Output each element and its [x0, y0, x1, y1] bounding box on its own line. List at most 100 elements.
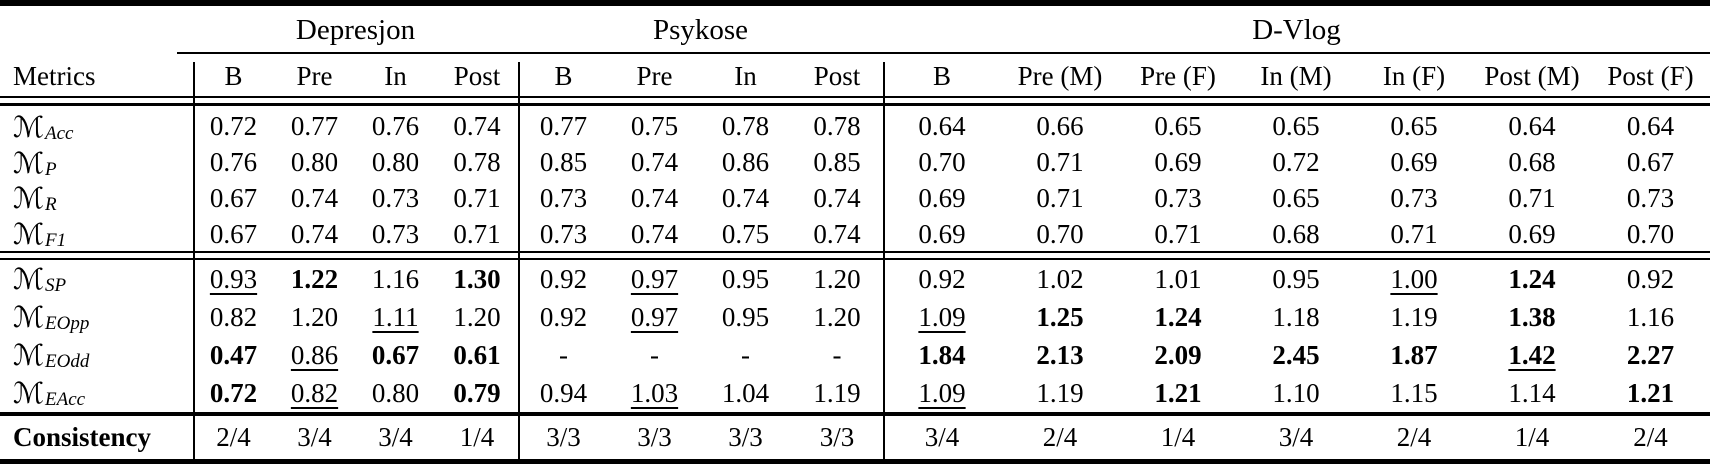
- value-cell: 0.71: [1001, 181, 1119, 217]
- value-text: 0.70: [1626, 218, 1675, 249]
- value-cell: 0.74: [274, 216, 355, 252]
- value-text: 0.74: [630, 218, 679, 249]
- column-header: In (M): [1260, 60, 1332, 91]
- value-text: 1.42: [1508, 339, 1556, 370]
- value-cell: 0.82: [193, 298, 274, 336]
- value-text: 0.68: [1508, 147, 1556, 178]
- value-text: 1.19: [813, 377, 861, 408]
- value-cell: 1.04: [700, 374, 791, 412]
- value-cell: 2.27: [1591, 336, 1710, 374]
- value-cell: 0.93: [193, 260, 274, 298]
- value-text: 0.61: [453, 339, 501, 370]
- column-header: In: [734, 60, 757, 91]
- value-text: 0.85: [539, 147, 588, 178]
- value-cell: -: [609, 336, 700, 374]
- value-text: 1.14: [1508, 377, 1556, 408]
- value-text: 0.86: [721, 147, 770, 178]
- table-row: ℳ EAcc 0.72 0.82 0.80 0.79 0.94 1.03 1.04 1.19 1.0…: [0, 374, 1710, 412]
- value-text: -: [741, 339, 750, 370]
- value-cell: 0.92: [883, 260, 1001, 298]
- rule-below-headers-thin: [0, 96, 1710, 98]
- value-text: 1.09: [918, 377, 966, 408]
- value-text: 0.71: [1390, 218, 1438, 249]
- value-cell: 1.18: [1237, 298, 1355, 336]
- value-cell: 0.86: [700, 145, 791, 181]
- value-text: 1.04: [721, 377, 770, 408]
- value-text: 0.72: [209, 377, 258, 408]
- value-text: 0.71: [453, 182, 501, 213]
- value-cell: 0.73: [355, 181, 436, 217]
- column-header: Post: [453, 60, 501, 91]
- value-cell: 1.19: [1001, 374, 1119, 412]
- consistency-cell: 3/4: [378, 422, 413, 452]
- column-header: Pre (M): [1017, 60, 1103, 91]
- value-text: 0.92: [539, 301, 588, 332]
- value-cell: 1.21: [1591, 374, 1710, 412]
- value-text: 0.75: [721, 218, 770, 249]
- value-cell: 0.71: [1001, 145, 1119, 181]
- value-text: 0.80: [371, 377, 420, 408]
- value-text: 0.74: [630, 147, 679, 178]
- value-cell: 0.74: [609, 145, 700, 181]
- value-cell: 2.13: [1001, 336, 1119, 374]
- value-cell: 0.71: [436, 216, 518, 252]
- value-text: 0.71: [453, 218, 501, 249]
- value-cell: 0.77: [518, 109, 609, 145]
- value-cell: 0.74: [274, 181, 355, 217]
- value-text: 0.64: [1508, 111, 1556, 142]
- consistency-cell: 1/4: [1514, 422, 1550, 452]
- value-text: 0.95: [721, 301, 770, 332]
- value-text: 0.73: [539, 182, 588, 213]
- value-cell: 0.85: [791, 145, 883, 181]
- metric-label: ℳ EOdd: [0, 336, 193, 374]
- value-text: 0.78: [813, 111, 861, 142]
- column-header: Pre (F): [1140, 60, 1216, 91]
- value-cell: 0.74: [609, 216, 700, 252]
- value-cell: 1.11: [355, 298, 436, 336]
- metric-label: ℳ Acc: [0, 109, 193, 145]
- rule-under-group-headers: [177, 52, 1710, 54]
- value-cell: 2.45: [1237, 336, 1355, 374]
- value-text: 1.22: [290, 263, 339, 294]
- rule-mid-upper: [0, 251, 1710, 253]
- value-text: 0.95: [1272, 263, 1320, 294]
- metric-subscript: Acc: [45, 122, 74, 144]
- value-text: 0.71: [1154, 218, 1202, 249]
- value-cell: 0.72: [193, 109, 274, 145]
- value-cell: 0.73: [355, 216, 436, 252]
- value-text: 0.78: [453, 147, 501, 178]
- group-header-row: Depresjon Psykose D-Vlog: [0, 8, 1710, 52]
- value-cell: 1.25: [1001, 298, 1119, 336]
- value-cell: 2.09: [1119, 336, 1237, 374]
- value-cell: 0.95: [700, 260, 791, 298]
- table-row: ℳ EOpp 0.82 1.20 1.11 1.20 0.92 0.97 0.95 1.20 1.0…: [0, 298, 1710, 336]
- value-cell: 0.72: [1237, 145, 1355, 181]
- metric-subscript: SP: [45, 275, 67, 296]
- value-text: 1.21: [1154, 377, 1202, 408]
- value-text: 1.15: [1390, 377, 1438, 408]
- rule-mid-lower: [0, 258, 1710, 260]
- value-text: 0.69: [918, 182, 966, 213]
- value-cell: 0.73: [1119, 181, 1237, 217]
- value-text: 0.73: [371, 182, 420, 213]
- value-cell: 1.20: [274, 298, 355, 336]
- value-cell: 0.67: [193, 181, 274, 217]
- value-text: 0.71: [1036, 147, 1084, 178]
- value-cell: 1.20: [791, 298, 883, 336]
- consistency-cell: 2/4: [216, 422, 251, 452]
- value-cell: 1.21: [1119, 374, 1237, 412]
- value-text: 0.76: [371, 111, 420, 142]
- divider-depresjon-psykose: [518, 62, 520, 461]
- value-text: 0.47: [209, 339, 258, 370]
- value-cell: 1.19: [1355, 298, 1473, 336]
- value-cell: 1.14: [1473, 374, 1591, 412]
- value-text: 1.30: [453, 263, 501, 294]
- value-cell: 1.87: [1355, 336, 1473, 374]
- value-cell: 1.15: [1355, 374, 1473, 412]
- table-row: ℳ EOdd 0.47 0.86 0.67 0.61 - - - - 1.84 2.13 2.09 2.4…: [0, 336, 1710, 374]
- column-header: Post (F): [1607, 60, 1694, 91]
- column-header: Pre: [636, 60, 673, 91]
- value-cell: 1.00: [1355, 260, 1473, 298]
- value-cell: 0.64: [883, 109, 1001, 145]
